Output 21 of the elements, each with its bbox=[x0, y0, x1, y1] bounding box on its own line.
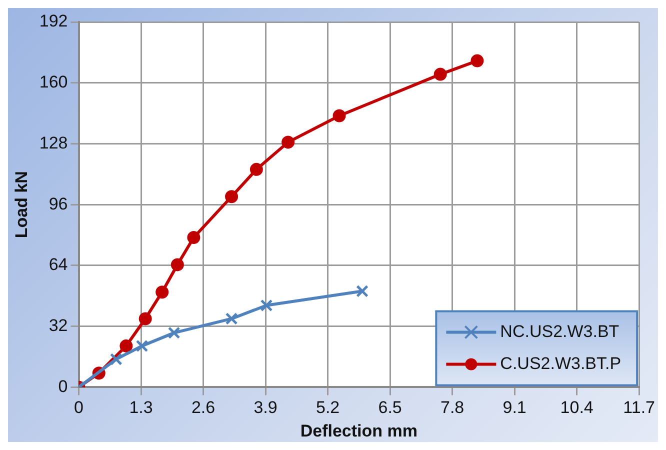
y-tick-label: 0 bbox=[58, 376, 68, 396]
x-tick-label: 1.3 bbox=[129, 398, 153, 418]
x-tick-label: 9.1 bbox=[502, 398, 526, 418]
x-tick-label: 11.7 bbox=[623, 398, 655, 418]
y-tick-label: 128 bbox=[39, 133, 68, 152]
x-tick-label: 10.4 bbox=[560, 398, 594, 418]
legend-label: NC.US2.W3.BT bbox=[500, 322, 620, 341]
x-tick-label: 3.9 bbox=[254, 398, 278, 418]
x-tick-label: 2.6 bbox=[191, 398, 216, 418]
x-tick-label: 6.5 bbox=[378, 398, 402, 418]
legend-label: C.US2.W3.BT.P bbox=[500, 354, 622, 373]
y-axis-title: Load kN bbox=[12, 171, 31, 238]
y-tick-label: 192 bbox=[39, 12, 68, 31]
y-tick-label: 64 bbox=[48, 255, 68, 274]
y-tick-label: 32 bbox=[48, 316, 68, 336]
x-axis-title: Deflection mm bbox=[300, 421, 418, 440]
y-tick-label: 96 bbox=[48, 194, 68, 214]
x-tick-label: 0 bbox=[74, 398, 84, 418]
y-tick-label: 160 bbox=[39, 72, 68, 92]
x-tick-label: 5.2 bbox=[316, 398, 340, 418]
x-tick-label: 7.8 bbox=[440, 398, 464, 418]
